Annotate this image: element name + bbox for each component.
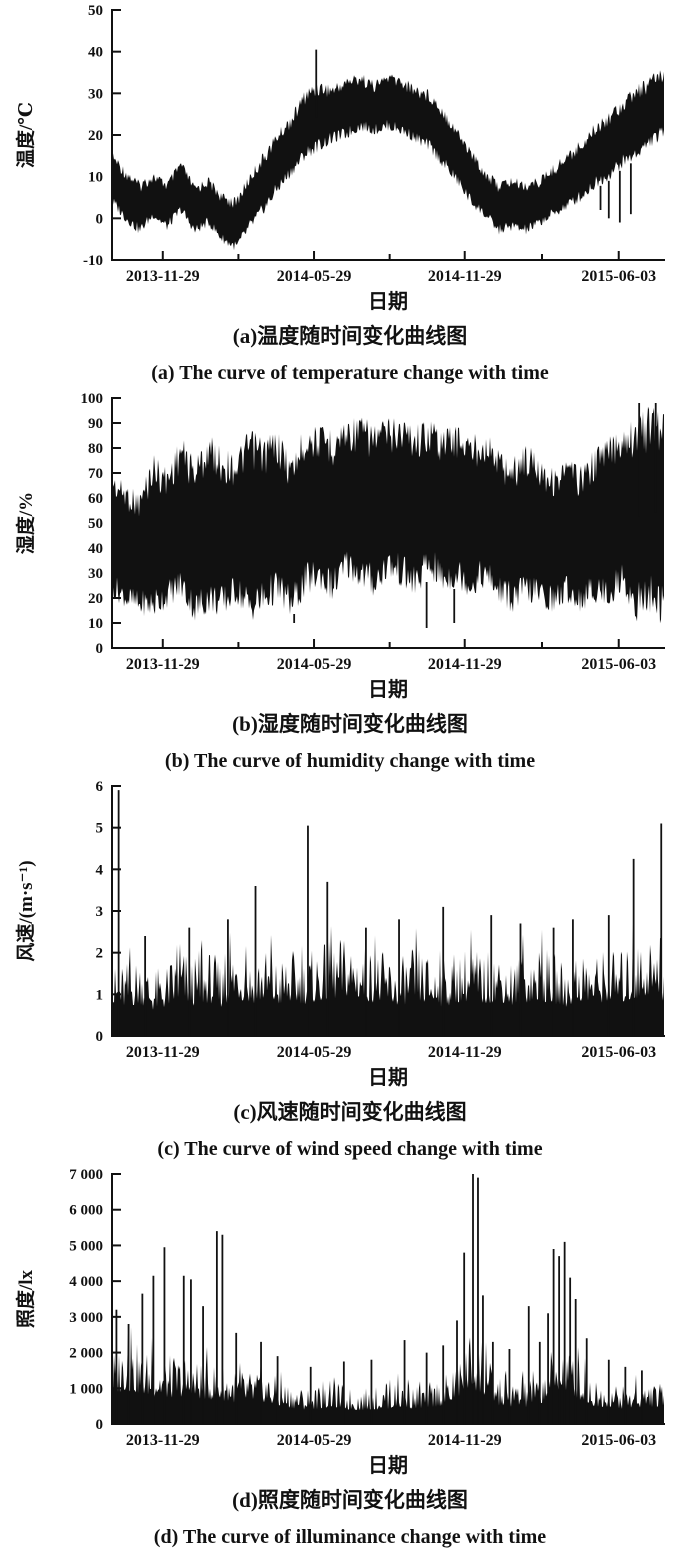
- svg-text:20: 20: [88, 128, 103, 144]
- illuminance-plot: 0 1 000 2 000 3 000 4 000 5 000 6 000 7 000 2013…: [14, 1167, 665, 1449]
- svg-text:6: 6: [96, 779, 104, 795]
- svg-text:0: 0: [96, 211, 104, 227]
- svg-text:50: 50: [88, 3, 103, 19]
- x-axis-title-b: 日期: [368, 679, 408, 701]
- svg-text:2014-05-29: 2014-05-29: [277, 1044, 352, 1061]
- caption-d-english: (d) The curve of illuminance change with…: [153, 1526, 547, 1548]
- svg-text:2 000: 2 000: [69, 1346, 103, 1362]
- svg-text:风速/(m·s⁻¹): 风速/(m·s⁻¹): [14, 860, 37, 961]
- svg-text:1: 1: [96, 987, 104, 1003]
- svg-text:10: 10: [88, 170, 103, 186]
- svg-text:1 000: 1 000: [69, 1381, 103, 1397]
- humidity-plot: 0 10 20 30 40 50 60 70 80 90 100 2013-11-29 2014-05-…: [14, 391, 665, 673]
- svg-text:2014-05-29: 2014-05-29: [277, 656, 352, 673]
- x-axis-title-c: 日期: [368, 1067, 408, 1089]
- x-axis-title-d: 日期: [368, 1455, 408, 1477]
- svg-text:2013-11-29: 2013-11-29: [126, 1432, 200, 1449]
- chart-d-illuminance: 0 1 000 2 000 3 000 4 000 5 000 6 000 7 000 2013…: [0, 1164, 700, 1552]
- svg-text:2: 2: [96, 946, 104, 962]
- svg-text:40: 40: [88, 45, 103, 61]
- caption-c-chinese: (c)风速随时间变化曲线图: [233, 1100, 467, 1124]
- caption-a-english: (a) The curve of temperature change with…: [151, 362, 549, 384]
- svg-text:2014-11-29: 2014-11-29: [428, 656, 502, 673]
- svg-text:2015-06-03: 2015-06-03: [581, 268, 656, 285]
- svg-text:2014-11-29: 2014-11-29: [428, 1432, 502, 1449]
- caption-c-english: (c) The curve of wind speed change with …: [157, 1138, 543, 1160]
- svg-text:70: 70: [88, 466, 103, 482]
- caption-b-english: (b) The curve of humidity change with ti…: [164, 750, 536, 772]
- svg-text:20: 20: [88, 591, 103, 607]
- svg-text:2014-11-29: 2014-11-29: [428, 1044, 502, 1061]
- svg-text:2013-11-29: 2013-11-29: [126, 1044, 200, 1061]
- svg-text:50: 50: [88, 516, 103, 532]
- caption-b-chinese: (b)湿度随时间变化曲线图: [232, 712, 468, 736]
- svg-text:3 000: 3 000: [69, 1310, 103, 1326]
- svg-text:湿度/%: 湿度/%: [14, 492, 37, 554]
- svg-text:100: 100: [81, 391, 104, 407]
- svg-text:2014-05-29: 2014-05-29: [277, 268, 352, 285]
- svg-text:6 000: 6 000: [69, 1203, 103, 1219]
- svg-text:60: 60: [88, 491, 103, 507]
- svg-text:2014-05-29: 2014-05-29: [277, 1432, 352, 1449]
- svg-text:0: 0: [96, 1417, 104, 1433]
- svg-text:2013-11-29: 2013-11-29: [126, 656, 200, 673]
- svg-text:温度/℃: 温度/℃: [14, 102, 37, 168]
- chart-c-wind-speed: 0 1 2 3 4 5 6 2013-11-29 2014-05-29 2014-11-29 201…: [0, 776, 700, 1164]
- svg-text:40: 40: [88, 541, 103, 557]
- svg-text:2015-06-03: 2015-06-03: [581, 1044, 656, 1061]
- svg-text:2014-11-29: 2014-11-29: [428, 268, 502, 285]
- svg-text:4 000: 4 000: [69, 1274, 103, 1290]
- caption-a-chinese: (a)温度随时间变化曲线图: [232, 324, 468, 348]
- svg-text:5: 5: [96, 821, 104, 837]
- svg-text:5 000: 5 000: [69, 1238, 103, 1254]
- svg-text:10: 10: [88, 616, 103, 632]
- svg-text:90: 90: [88, 416, 103, 432]
- svg-text:0: 0: [96, 641, 104, 657]
- svg-text:30: 30: [88, 86, 103, 102]
- svg-text:7 000: 7 000: [69, 1167, 103, 1183]
- svg-text:2013-11-29: 2013-11-29: [126, 268, 200, 285]
- svg-text:0: 0: [96, 1029, 104, 1045]
- svg-text:照度/lx: 照度/lx: [14, 1269, 37, 1328]
- chart-a-temperature: -10 0 10 20 30 40 50 2013-11-29 2014-05-29 2014-1…: [0, 0, 700, 388]
- svg-text:3: 3: [96, 904, 104, 920]
- svg-text:2015-06-03: 2015-06-03: [581, 656, 656, 673]
- svg-text:4: 4: [96, 862, 104, 878]
- svg-text:-10: -10: [83, 253, 103, 269]
- svg-text:2015-06-03: 2015-06-03: [581, 1432, 656, 1449]
- temperature-plot: -10 0 10 20 30 40 50 2013-11-29 2014-05-29 2014-1…: [14, 3, 665, 285]
- svg-text:80: 80: [88, 441, 103, 457]
- caption-d-chinese: (d)照度随时间变化曲线图: [232, 1488, 468, 1512]
- chart-b-humidity: 0 10 20 30 40 50 60 70 80 90 100 2013-11-29 2014-05-…: [0, 388, 700, 776]
- x-axis-title-a: 日期: [368, 291, 408, 313]
- wind-speed-plot: 0 1 2 3 4 5 6 2013-11-29 2014-05-29 2014-11-29 201…: [14, 779, 665, 1061]
- svg-text:30: 30: [88, 566, 103, 582]
